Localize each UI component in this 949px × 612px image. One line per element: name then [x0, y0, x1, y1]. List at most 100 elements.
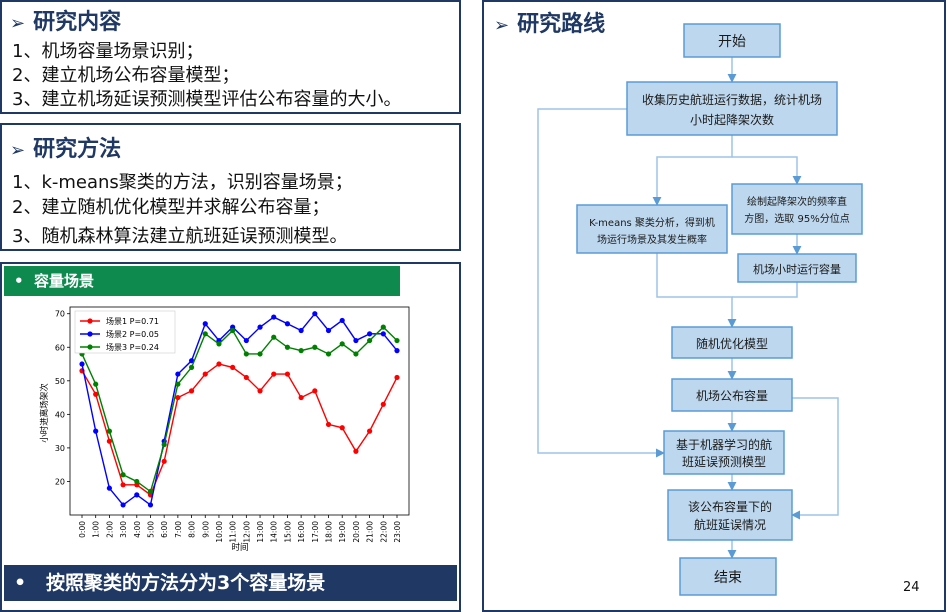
data-point — [243, 351, 249, 357]
data-point — [106, 485, 112, 491]
arrow-icon: ➢ — [494, 15, 510, 36]
data-point — [257, 388, 263, 394]
data-point — [367, 337, 373, 344]
x-tick-label: 6:00 — [160, 521, 169, 538]
scene-caption: 按照聚类的方法分为3个容量场景 — [46, 572, 326, 594]
data-point — [271, 371, 277, 377]
data-point — [230, 327, 236, 334]
node-delay-label-2: 航班延误情况 — [694, 517, 766, 532]
method-title: ➢ 研究方法 — [10, 131, 121, 163]
y-tick-label: 40 — [55, 410, 65, 419]
x-tick-label: 21:00 — [366, 521, 375, 543]
bullet-icon: • — [14, 272, 35, 290]
data-point — [161, 458, 167, 464]
route-title-text: 研究路线 — [517, 12, 606, 37]
scene-title-text: 容量场景 — [34, 272, 95, 290]
x-tick-label: 19:00 — [338, 521, 347, 543]
data-point — [312, 388, 318, 394]
x-tick-label: 8:00 — [188, 521, 197, 538]
content-panel — [0, 0, 461, 114]
node-kmeans — [576, 204, 728, 254]
route-title: ➢ 研究路线 — [494, 6, 605, 38]
data-point — [394, 374, 400, 381]
data-point — [325, 327, 332, 334]
y-tick-label: 70 — [55, 310, 65, 319]
data-point — [298, 394, 304, 401]
x-tick-label: 0:00 — [78, 521, 87, 538]
node-kmeans-label-1: K-means 聚类分析，得到机 — [589, 216, 715, 229]
data-point — [353, 337, 359, 344]
method-panel — [0, 123, 461, 251]
data-point — [243, 337, 249, 344]
x-tick-label: 23:00 — [393, 521, 402, 543]
x-tick-label: 12:00 — [242, 521, 251, 543]
x-tick-label: 15:00 — [283, 521, 292, 543]
scene-title-bar: • 容量场景 — [4, 266, 400, 296]
node-start-label: 开始 — [718, 34, 746, 50]
data-point — [216, 361, 222, 367]
capacity-scene-chart: 20 30 40 50 60 70 0:00 1:00 2:00 3:00 4:00 5:00 6:0… — [30, 301, 425, 558]
y-tick-label: 60 — [55, 343, 65, 352]
y-axis-label: 小时进离场架次 — [39, 383, 50, 443]
data-point — [243, 374, 249, 381]
node-collect-label-1: 收集历史航班运行数据，统计机场 — [642, 92, 822, 107]
node-kmeans-label-2: 场运行场景及其发生概率 — [597, 233, 707, 246]
legend-swatch-marker — [87, 331, 93, 337]
data-point — [312, 311, 318, 317]
arrow-icon: ➢ — [10, 13, 26, 34]
data-point — [325, 351, 332, 357]
x-tick-label: 14:00 — [270, 521, 279, 543]
legend-swatch-marker — [87, 344, 93, 350]
data-point — [120, 502, 126, 508]
arrow-icon: ➢ — [10, 140, 26, 161]
node-hourly-label: 机场小时运行容量 — [753, 262, 841, 276]
data-point — [175, 371, 181, 377]
content-item-2: 2、建立机场公布容量模型； — [12, 65, 240, 86]
data-point — [188, 364, 195, 370]
page-number: 24 — [903, 580, 920, 595]
method-item-3: 3、随机森林算法建立航班延误预测模型。 — [12, 226, 348, 247]
data-point — [120, 482, 126, 488]
y-tick-label: 50 — [55, 377, 65, 386]
data-point — [202, 371, 208, 377]
y-tick-label: 20 — [55, 477, 65, 486]
node-histogram — [731, 183, 863, 235]
bullet-icon: • — [14, 572, 46, 594]
data-point — [257, 324, 263, 330]
data-point — [134, 478, 140, 485]
x-tick-label: 11:00 — [229, 521, 238, 543]
content-title-text: 研究内容 — [33, 10, 122, 35]
data-point — [298, 348, 304, 354]
data-point — [175, 381, 181, 387]
x-tick-label: 9:00 — [201, 521, 210, 538]
content-item-1: 1、机场容量场景识别； — [12, 41, 204, 62]
data-point — [188, 358, 195, 364]
method-item-2: 2、建立随机优化模型并求解公布容量； — [12, 197, 330, 218]
content-title: ➢ 研究内容 — [10, 4, 121, 36]
data-point — [312, 344, 318, 350]
x-tick-label: 16:00 — [297, 521, 306, 543]
data-point — [120, 472, 126, 478]
x-tick-label: 13:00 — [256, 521, 265, 543]
data-point — [339, 425, 345, 431]
node-hourly — [737, 253, 857, 283]
node-optim-label: 随机优化模型 — [696, 336, 768, 351]
data-point — [106, 438, 112, 444]
data-point — [325, 421, 332, 428]
data-point — [106, 428, 112, 434]
node-collect — [626, 81, 838, 136]
node-collect-label-2: 小时起降架次数 — [690, 112, 774, 127]
scene-caption-bar: • 按照聚类的方法分为3个容量场景 — [4, 565, 457, 601]
research-flowchart: 开始 收集历史航班运行数据，统计机场 小时起降架次数 K-means 聚类分析，… — [537, 23, 863, 596]
data-point — [93, 381, 99, 387]
data-point — [134, 492, 140, 498]
data-point — [79, 361, 85, 367]
data-point — [380, 331, 386, 337]
data-point — [93, 428, 99, 434]
plot-frame — [69, 306, 410, 516]
data-point — [380, 324, 386, 330]
data-point — [284, 344, 291, 350]
data-point — [271, 334, 277, 340]
node-histogram-label-1: 绘制起降架次的频率直 — [747, 195, 847, 208]
x-tick-label: 4:00 — [133, 521, 142, 538]
